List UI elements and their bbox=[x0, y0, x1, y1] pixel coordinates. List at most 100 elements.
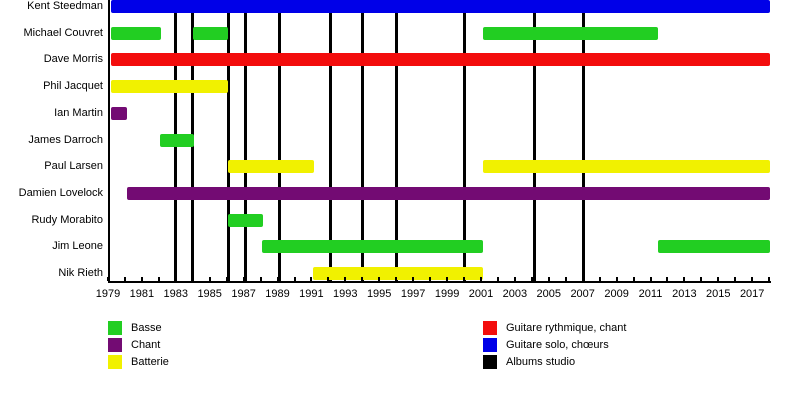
axis-year-label: 2015 bbox=[706, 288, 731, 300]
tenure-bar bbox=[313, 267, 483, 280]
axis-year-label: 1987 bbox=[231, 288, 256, 300]
tenure-bar bbox=[111, 106, 128, 120]
axis-year-label: 1979 bbox=[95, 288, 121, 300]
legend-item-batterie: Batterie bbox=[108, 355, 169, 369]
album-line bbox=[243, 0, 247, 281]
axis-tick bbox=[530, 277, 533, 281]
member-label: Michael Couvret bbox=[23, 26, 103, 39]
axis-tick bbox=[751, 277, 754, 281]
axis-year-label: 1983 bbox=[163, 288, 189, 300]
axis-tick bbox=[293, 277, 296, 281]
axis-tick bbox=[140, 277, 143, 281]
axis-tick bbox=[344, 277, 347, 281]
legend-item-guitare-rythmique: Guitare rythmique, chant bbox=[483, 321, 626, 335]
legend-item-guitare-solo: Guitare solo, chœurs bbox=[483, 338, 626, 352]
legend-label-albums-studio: Albums studio bbox=[506, 356, 576, 368]
axis-tick bbox=[361, 277, 364, 281]
tenure-bar bbox=[482, 160, 770, 174]
axis-tick bbox=[598, 277, 601, 281]
axis-year-label: 1993 bbox=[333, 288, 358, 300]
axis-tick bbox=[700, 277, 703, 281]
axis-tick bbox=[581, 277, 584, 281]
legend-column-left: Basse Chant Batterie bbox=[108, 321, 169, 372]
y-axis-border bbox=[108, 0, 110, 283]
member-label: Rudy Morabito bbox=[31, 213, 103, 226]
axis-year-label: 2013 bbox=[672, 288, 697, 300]
axis-tick bbox=[242, 277, 245, 281]
member-label: Dave Morris bbox=[43, 53, 103, 66]
axis-tick bbox=[446, 277, 449, 281]
axis-tick bbox=[734, 277, 737, 281]
axis-tick bbox=[378, 277, 381, 281]
axis-tick bbox=[191, 277, 194, 281]
axis-tick bbox=[649, 277, 652, 281]
axis-tick bbox=[717, 277, 720, 281]
album-line bbox=[277, 0, 281, 281]
axis-year-label: 2011 bbox=[638, 288, 663, 300]
tenure-bar bbox=[111, 80, 229, 94]
axis-tick bbox=[124, 277, 126, 281]
axis-year-label: 2009 bbox=[604, 288, 629, 300]
axis-tick bbox=[513, 277, 516, 281]
axis-tick bbox=[395, 277, 398, 281]
tenure-bar bbox=[111, 0, 770, 13]
axis-year-label: 2001 bbox=[468, 288, 494, 300]
axis-tick bbox=[564, 277, 567, 281]
axis-tick bbox=[208, 277, 211, 281]
axis-tick bbox=[666, 277, 669, 281]
axis-tick bbox=[480, 277, 482, 281]
legend-swatch-guitare-rythmique bbox=[483, 321, 497, 335]
tenure-bar bbox=[658, 240, 770, 254]
axis-tick bbox=[225, 277, 228, 281]
axis-tick bbox=[683, 277, 686, 281]
album-line bbox=[226, 0, 230, 281]
album-line bbox=[328, 0, 332, 281]
legend-label-guitare-solo: Guitare solo, chœurs bbox=[506, 339, 609, 351]
legend-label-batterie: Batterie bbox=[131, 356, 169, 368]
legend-label-basse: Basse bbox=[131, 322, 162, 334]
axis-tick bbox=[327, 277, 330, 281]
legend-swatch-guitare-solo bbox=[483, 338, 497, 352]
legend-item-albums-studio: Albums studio bbox=[483, 355, 626, 369]
album-line bbox=[463, 0, 467, 281]
legend-item-chant: Chant bbox=[108, 338, 169, 352]
axis-year-label: 2003 bbox=[502, 288, 528, 300]
member-label: Ian Martin bbox=[54, 106, 103, 119]
member-label: Damien Lovelock bbox=[18, 186, 103, 199]
axis-tick bbox=[157, 277, 160, 281]
tenure-bar bbox=[262, 240, 483, 254]
member-label: Paul Larsen bbox=[44, 160, 103, 173]
legend-label-chant: Chant bbox=[131, 339, 161, 351]
axis-year-label: 1989 bbox=[265, 288, 290, 300]
legend-label-guitare-rythmique: Guitare rythmique, chant bbox=[506, 322, 627, 334]
tenure-bar bbox=[111, 26, 162, 40]
axis-year-label: 1997 bbox=[400, 288, 426, 300]
axis-tick bbox=[259, 277, 262, 281]
axis-tick bbox=[768, 277, 771, 281]
axis-year-label: 1981 bbox=[129, 288, 155, 300]
axis-tick bbox=[496, 277, 499, 281]
legend-swatch-chant bbox=[108, 338, 122, 352]
legend-swatch-basse bbox=[108, 321, 122, 335]
axis-tick bbox=[107, 277, 109, 281]
axis-tick bbox=[632, 277, 635, 281]
tenure-bar bbox=[126, 186, 770, 200]
x-axis-line bbox=[108, 281, 771, 283]
tenure-bar bbox=[192, 26, 229, 40]
axis-tick bbox=[412, 277, 415, 281]
album-line bbox=[394, 0, 398, 281]
axis-tick bbox=[463, 277, 465, 281]
legend-item-basse: Basse bbox=[108, 321, 169, 335]
axis-tick bbox=[276, 277, 279, 281]
tenure-bar bbox=[228, 160, 314, 174]
tenure-bar bbox=[159, 133, 194, 147]
axis-year-label: 2007 bbox=[570, 288, 595, 300]
tenure-bar bbox=[228, 213, 264, 227]
legend-swatch-albums-studio bbox=[483, 355, 497, 369]
legend-swatch-batterie bbox=[108, 355, 122, 369]
album-line bbox=[532, 0, 536, 281]
legend-column-right: Guitare rythmique, chant Guitare solo, c… bbox=[483, 321, 626, 372]
axis-tick bbox=[547, 277, 550, 281]
member-label: Kent Steedman bbox=[27, 0, 103, 12]
axis-year-label: 1995 bbox=[366, 288, 392, 300]
